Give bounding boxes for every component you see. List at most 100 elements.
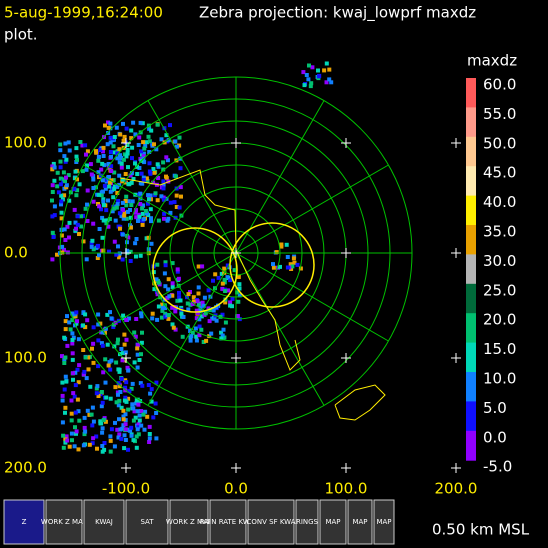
tool-icon[interactable]	[295, 499, 319, 545]
echo-cell	[122, 134, 127, 139]
echo-cell	[148, 171, 153, 176]
tool-icon[interactable]	[373, 499, 395, 545]
echo-cell	[170, 284, 175, 289]
echo-cell	[279, 242, 284, 247]
tool-icon[interactable]	[45, 499, 83, 545]
echo-cell	[52, 178, 57, 183]
echo-cell	[82, 415, 87, 420]
tool-icon[interactable]	[319, 499, 347, 545]
echo-cell	[109, 178, 114, 183]
echo-cell	[114, 400, 119, 405]
echo-cell	[50, 257, 55, 262]
echo-cell	[115, 156, 120, 161]
echo-cell	[122, 433, 127, 438]
echo-cell	[119, 405, 124, 410]
echo-cell	[142, 427, 147, 432]
echo-cell	[83, 143, 88, 148]
title-cont: plot.	[4, 26, 38, 44]
echo-cell	[119, 214, 124, 219]
echo-cell	[69, 431, 74, 436]
echo-cell	[98, 321, 103, 326]
tool-icon[interactable]	[3, 499, 45, 545]
tool-icon[interactable]	[247, 499, 295, 545]
echo-cell	[122, 446, 127, 451]
echo-cell	[154, 380, 159, 385]
echo-cell	[69, 398, 74, 403]
echo-cell	[138, 202, 143, 206]
echo-cell	[140, 181, 145, 186]
echo-cell	[107, 184, 112, 189]
echo-cell	[67, 235, 71, 240]
echo-cell	[109, 154, 113, 159]
echo-cell	[186, 292, 191, 297]
echo-cell	[112, 170, 117, 175]
echo-cell	[110, 209, 115, 214]
echo-cell	[285, 265, 290, 270]
tool-icon[interactable]	[169, 499, 209, 545]
echo-cell	[196, 302, 201, 307]
echo-cell	[170, 305, 175, 310]
echo-cell	[96, 312, 101, 317]
echo-cell	[124, 337, 129, 342]
echo-cell	[161, 179, 166, 184]
colorbar-tick-label: 5.0	[483, 399, 507, 417]
echo-cell	[166, 313, 171, 317]
echo-cell	[80, 169, 85, 174]
echo-cell	[190, 302, 195, 306]
echo-cell	[235, 290, 240, 295]
echo-cell	[156, 218, 161, 223]
echo-cell	[155, 198, 160, 203]
echo-cell	[89, 244, 94, 249]
echo-cell	[159, 137, 164, 142]
echo-cell	[135, 352, 140, 357]
echo-cell	[59, 199, 64, 204]
echo-cell	[147, 169, 152, 174]
echo-cell	[63, 319, 68, 324]
colorbar-band	[466, 401, 476, 432]
echo-cell	[117, 211, 122, 216]
echo-cell	[121, 208, 125, 212]
echo-cell	[271, 265, 276, 270]
echo-cell	[52, 213, 57, 218]
echo-cell	[131, 418, 136, 423]
echo-cell	[60, 354, 64, 359]
echo-cell	[119, 156, 124, 160]
echo-cell	[177, 205, 182, 210]
tool-icon[interactable]	[209, 499, 247, 545]
y-axis-label: 100.0	[4, 134, 47, 152]
tool-icon[interactable]	[347, 499, 373, 545]
echo-cell	[136, 402, 141, 407]
echo-cell	[146, 235, 151, 240]
echo-cell	[73, 220, 78, 225]
echo-cell	[327, 77, 332, 82]
echo-cell	[66, 140, 71, 145]
echo-cell	[72, 444, 77, 449]
echo-cell	[65, 250, 70, 255]
echo-cell	[96, 364, 101, 369]
echo-cell	[67, 320, 72, 325]
echo-cell	[176, 276, 181, 281]
echo-cell	[147, 197, 151, 202]
colorbar-tick-label: 45.0	[483, 164, 516, 182]
tool-icon[interactable]	[125, 499, 169, 545]
echo-cell	[100, 235, 105, 240]
echo-cell	[123, 422, 128, 427]
echo-cell	[154, 436, 159, 441]
echo-cell	[134, 434, 139, 439]
echo-cell	[146, 247, 151, 252]
echo-cell	[237, 293, 242, 298]
echo-cell	[62, 387, 67, 392]
echo-cell	[134, 254, 138, 259]
echo-cell	[79, 224, 84, 229]
echo-cell	[108, 140, 113, 145]
echo-cell	[99, 390, 104, 394]
echo-cell	[95, 256, 100, 260]
echo-cell	[150, 311, 155, 316]
echo-cell	[96, 394, 101, 398]
echo-cell	[164, 133, 169, 138]
echo-cell	[85, 188, 90, 193]
echo-cell	[50, 164, 55, 169]
echo-cell	[171, 325, 176, 330]
echo-cell	[108, 150, 113, 154]
tool-icon[interactable]	[83, 499, 125, 545]
